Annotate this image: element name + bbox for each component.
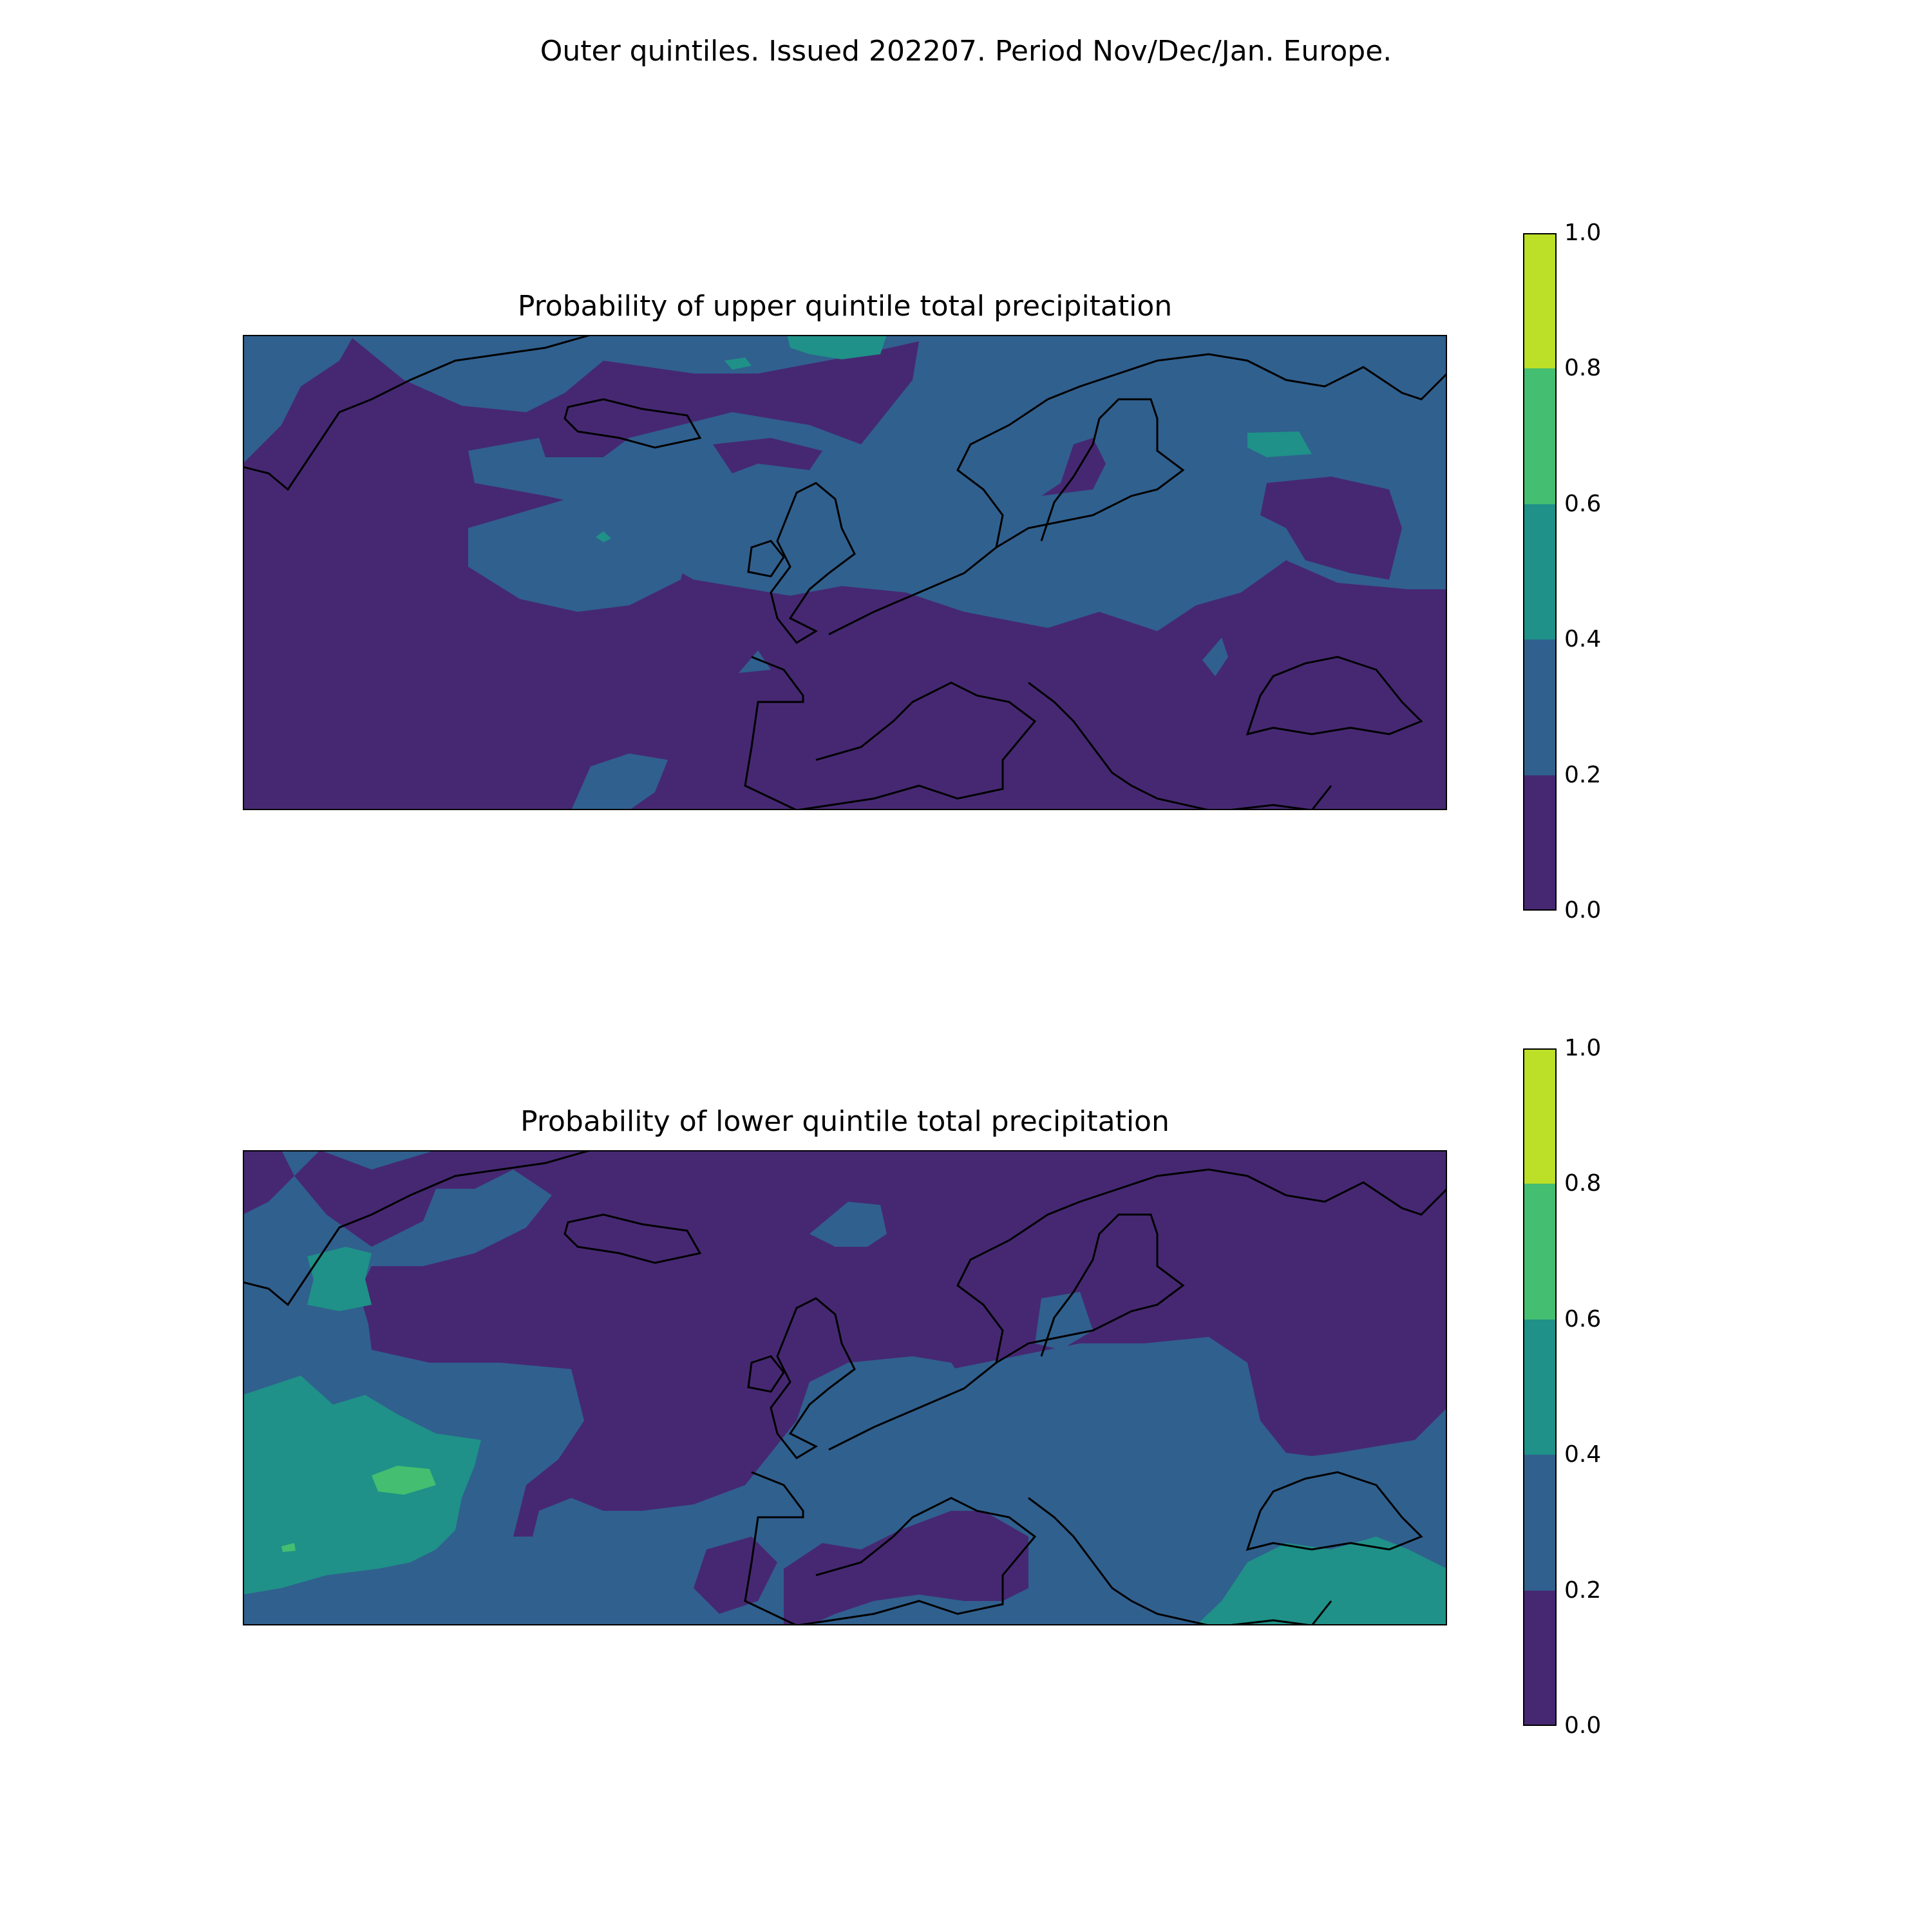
upper-quintile-map (243, 335, 1447, 810)
upper-colorbar-band-2 (1523, 504, 1557, 639)
lower-colorbar-band-3 (1523, 1184, 1557, 1320)
lower-region-atlantic-high (372, 1466, 436, 1495)
upper-colorbar-tick: 1.0 (1564, 220, 1602, 246)
upper-colorbar-tick: 0.2 (1564, 762, 1602, 788)
lower-region-atlantic-west-patch (243, 1440, 275, 1466)
lower-region-greenland-patch (307, 1247, 372, 1311)
lower-colorbar-tick: 0.0 (1564, 1712, 1602, 1739)
lower-region-sweden-band (1035, 1292, 1093, 1350)
upper-region-russia-patch (1247, 431, 1312, 457)
lower-region-sw-atlantic (243, 1376, 481, 1595)
lower-colorbar-tick: 0.2 (1564, 1577, 1602, 1604)
lower-colorbar (1523, 1048, 1557, 1726)
upper-region-barents (787, 335, 887, 359)
lower-coastlines (243, 1150, 1447, 1625)
upper-region-norway-sea-low (713, 438, 822, 473)
lower-colorbar-tick: 1.0 (1564, 1035, 1602, 1061)
upper-region-iberia-west (739, 650, 771, 673)
lower-colorbar-tick: 0.6 (1564, 1306, 1602, 1332)
lower-colorbar-band-1 (1523, 1455, 1557, 1591)
lower-colorbar-tick: 0.8 (1564, 1170, 1602, 1197)
lower-region-iberia-low (694, 1537, 777, 1614)
upper-colorbar-tick: 0.4 (1564, 626, 1602, 652)
upper-region-south-patch (571, 753, 668, 810)
upper-colorbar-tick: 0.6 (1564, 491, 1602, 517)
upper-region-atlantic-mid (468, 496, 694, 612)
upper-coastlines (243, 335, 1447, 810)
lower-colorbar-band-4 (1523, 1048, 1557, 1184)
upper-region-east-patch (1202, 638, 1228, 676)
lower-region-greenland-low (243, 1150, 294, 1215)
lower-region-atlantic-high-small (281, 1543, 296, 1552)
figure-title: Outer quintiles. Issued 202207. Period N… (540, 35, 1392, 68)
lower-map-title: Probability of lower quintile total prec… (520, 1105, 1170, 1138)
upper-colorbar-band-1 (1523, 639, 1557, 775)
upper-colorbar (1523, 233, 1557, 911)
upper-region-atlantic-dot (596, 531, 611, 542)
upper-colorbar-tick: 0.0 (1564, 897, 1602, 923)
lower-colorbar-band-2 (1523, 1320, 1557, 1455)
lower-colorbar-tick: 0.4 (1564, 1441, 1602, 1468)
upper-region-ice-dot (724, 357, 752, 370)
upper-region-north-band (243, 335, 1447, 631)
upper-colorbar-tick: 0.8 (1564, 355, 1602, 381)
upper-colorbar-band-4 (1523, 233, 1557, 368)
upper-region-baltic-low (1041, 438, 1106, 496)
lower-colorbar-band-0 (1523, 1591, 1557, 1726)
lower-quintile-map (243, 1150, 1447, 1625)
upper-colorbar-band-3 (1523, 368, 1557, 504)
upper-map-title: Probability of upper quintile total prec… (517, 290, 1173, 323)
lower-region-med-low (784, 1511, 1028, 1625)
lower-region-turkey (1196, 1537, 1447, 1625)
upper-region-russia-low (1260, 477, 1402, 580)
lower-region-norway-sea-band (810, 1202, 887, 1247)
upper-colorbar-band-0 (1523, 775, 1557, 911)
